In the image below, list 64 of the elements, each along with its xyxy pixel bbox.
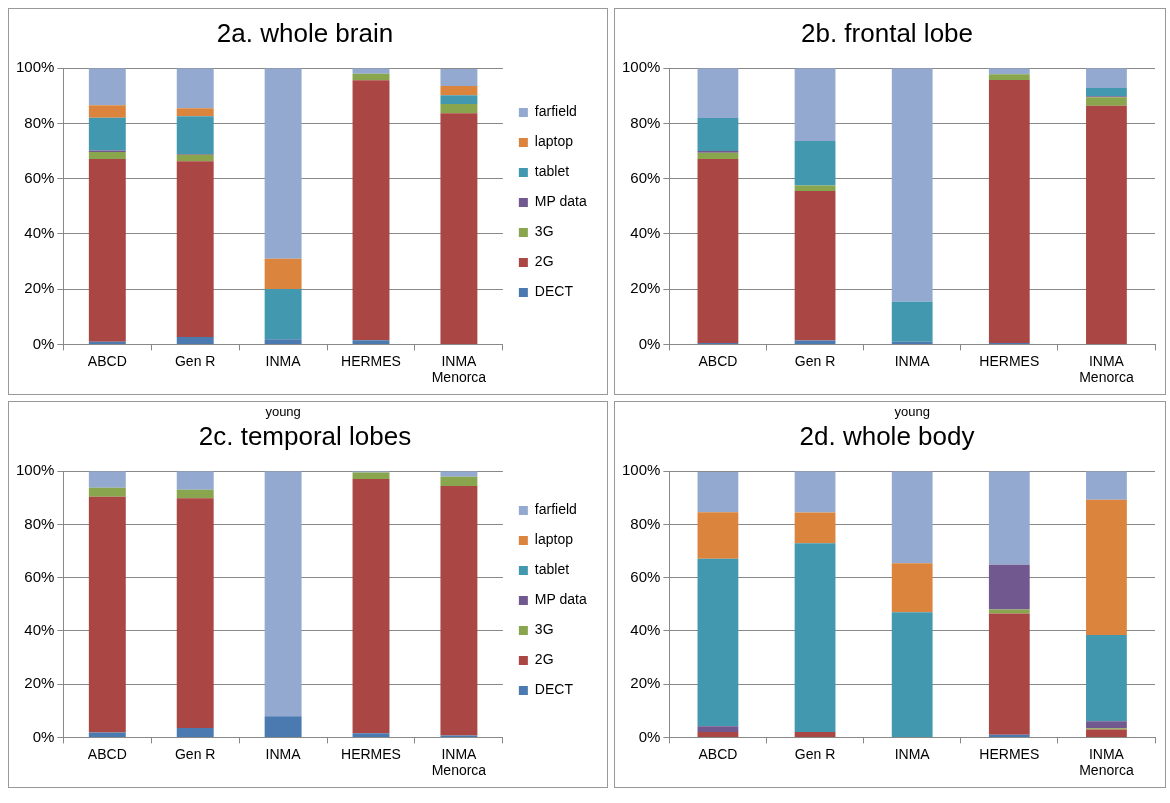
legend-label: laptop bbox=[534, 531, 574, 548]
y-tick-label: 0% bbox=[32, 334, 55, 352]
x-tick-label: INMA Menorca bbox=[431, 745, 487, 779]
y-tick-label: 0% bbox=[32, 727, 55, 745]
text: young bbox=[894, 404, 930, 420]
chart-title: 2b. frontal lobe bbox=[800, 17, 974, 48]
legend-label: tablet bbox=[534, 561, 570, 578]
x-tick-label: Gen R bbox=[794, 745, 836, 762]
y-tick-label: 100% bbox=[15, 461, 55, 479]
y-tick-label: 100% bbox=[621, 461, 661, 479]
y-tick-label: 40% bbox=[24, 224, 55, 242]
text: young bbox=[265, 404, 301, 420]
x-tick-label: ABCD bbox=[698, 352, 738, 369]
y-tick-label: 20% bbox=[630, 674, 661, 692]
legend-label: MP data bbox=[534, 193, 587, 210]
y-tick-label: 40% bbox=[630, 621, 661, 639]
y-tick-label: 0% bbox=[638, 727, 661, 745]
legend-label: 2G bbox=[534, 651, 554, 668]
legend-label: tablet bbox=[534, 163, 570, 180]
chart-title: 2d. whole body bbox=[799, 420, 975, 451]
chart-title: 2c. temporal lobes bbox=[198, 420, 412, 451]
y-tick-label: 80% bbox=[24, 514, 55, 532]
legend-label: 2G bbox=[534, 253, 554, 270]
x-tick-label: INMA bbox=[894, 352, 931, 369]
x-tick-label: INMA bbox=[265, 352, 302, 369]
legend-label: MP data bbox=[534, 591, 587, 608]
legend-label: DECT bbox=[534, 283, 574, 300]
legend-label: farfield bbox=[534, 103, 577, 120]
x-tick-label: HERMES bbox=[341, 352, 401, 369]
y-tick-label: 0% bbox=[638, 334, 661, 352]
y-tick-label: 40% bbox=[630, 224, 661, 242]
y-tick-label: 60% bbox=[24, 567, 55, 585]
y-tick-label: 20% bbox=[630, 279, 661, 297]
x-tick-label: INMA bbox=[265, 745, 302, 762]
y-tick-label: 100% bbox=[15, 58, 55, 76]
x-tick-label: HERMES bbox=[341, 745, 401, 762]
y-tick-label: 100% bbox=[621, 58, 661, 76]
y-tick-label: 20% bbox=[24, 674, 55, 692]
legend-label: laptop bbox=[534, 133, 574, 150]
legend-label: 3G bbox=[534, 621, 554, 638]
x-tick-label: HERMES bbox=[979, 352, 1040, 369]
x-tick-label: INMA Menorca bbox=[1079, 352, 1134, 386]
y-tick-label: 60% bbox=[24, 168, 55, 186]
x-tick-label: Gen R bbox=[174, 745, 216, 762]
legend-label: DECT bbox=[534, 681, 574, 698]
x-tick-label: Gen R bbox=[794, 352, 836, 369]
y-tick-label: 20% bbox=[24, 279, 55, 297]
y-tick-label: 80% bbox=[24, 113, 55, 131]
x-tick-label: INMA bbox=[894, 745, 931, 762]
y-tick-label: 80% bbox=[630, 113, 661, 131]
legend-label: farfield bbox=[534, 501, 577, 518]
y-tick-label: 40% bbox=[24, 621, 55, 639]
x-tick-label: ABCD bbox=[87, 352, 127, 369]
legend-label: 3G bbox=[534, 223, 554, 240]
y-tick-label: 80% bbox=[630, 514, 661, 532]
x-tick-label: ABCD bbox=[698, 745, 738, 762]
y-tick-label: 60% bbox=[630, 168, 661, 186]
x-tick-label: Gen R bbox=[174, 352, 216, 369]
x-tick-label: INMA Menorca bbox=[431, 352, 487, 386]
x-tick-label: ABCD bbox=[87, 745, 127, 762]
chart-title: 2a. whole brain bbox=[216, 17, 394, 48]
y-tick-label: 60% bbox=[630, 567, 661, 585]
x-tick-label: HERMES bbox=[979, 745, 1040, 762]
x-tick-label: INMA Menorca bbox=[1079, 745, 1134, 779]
